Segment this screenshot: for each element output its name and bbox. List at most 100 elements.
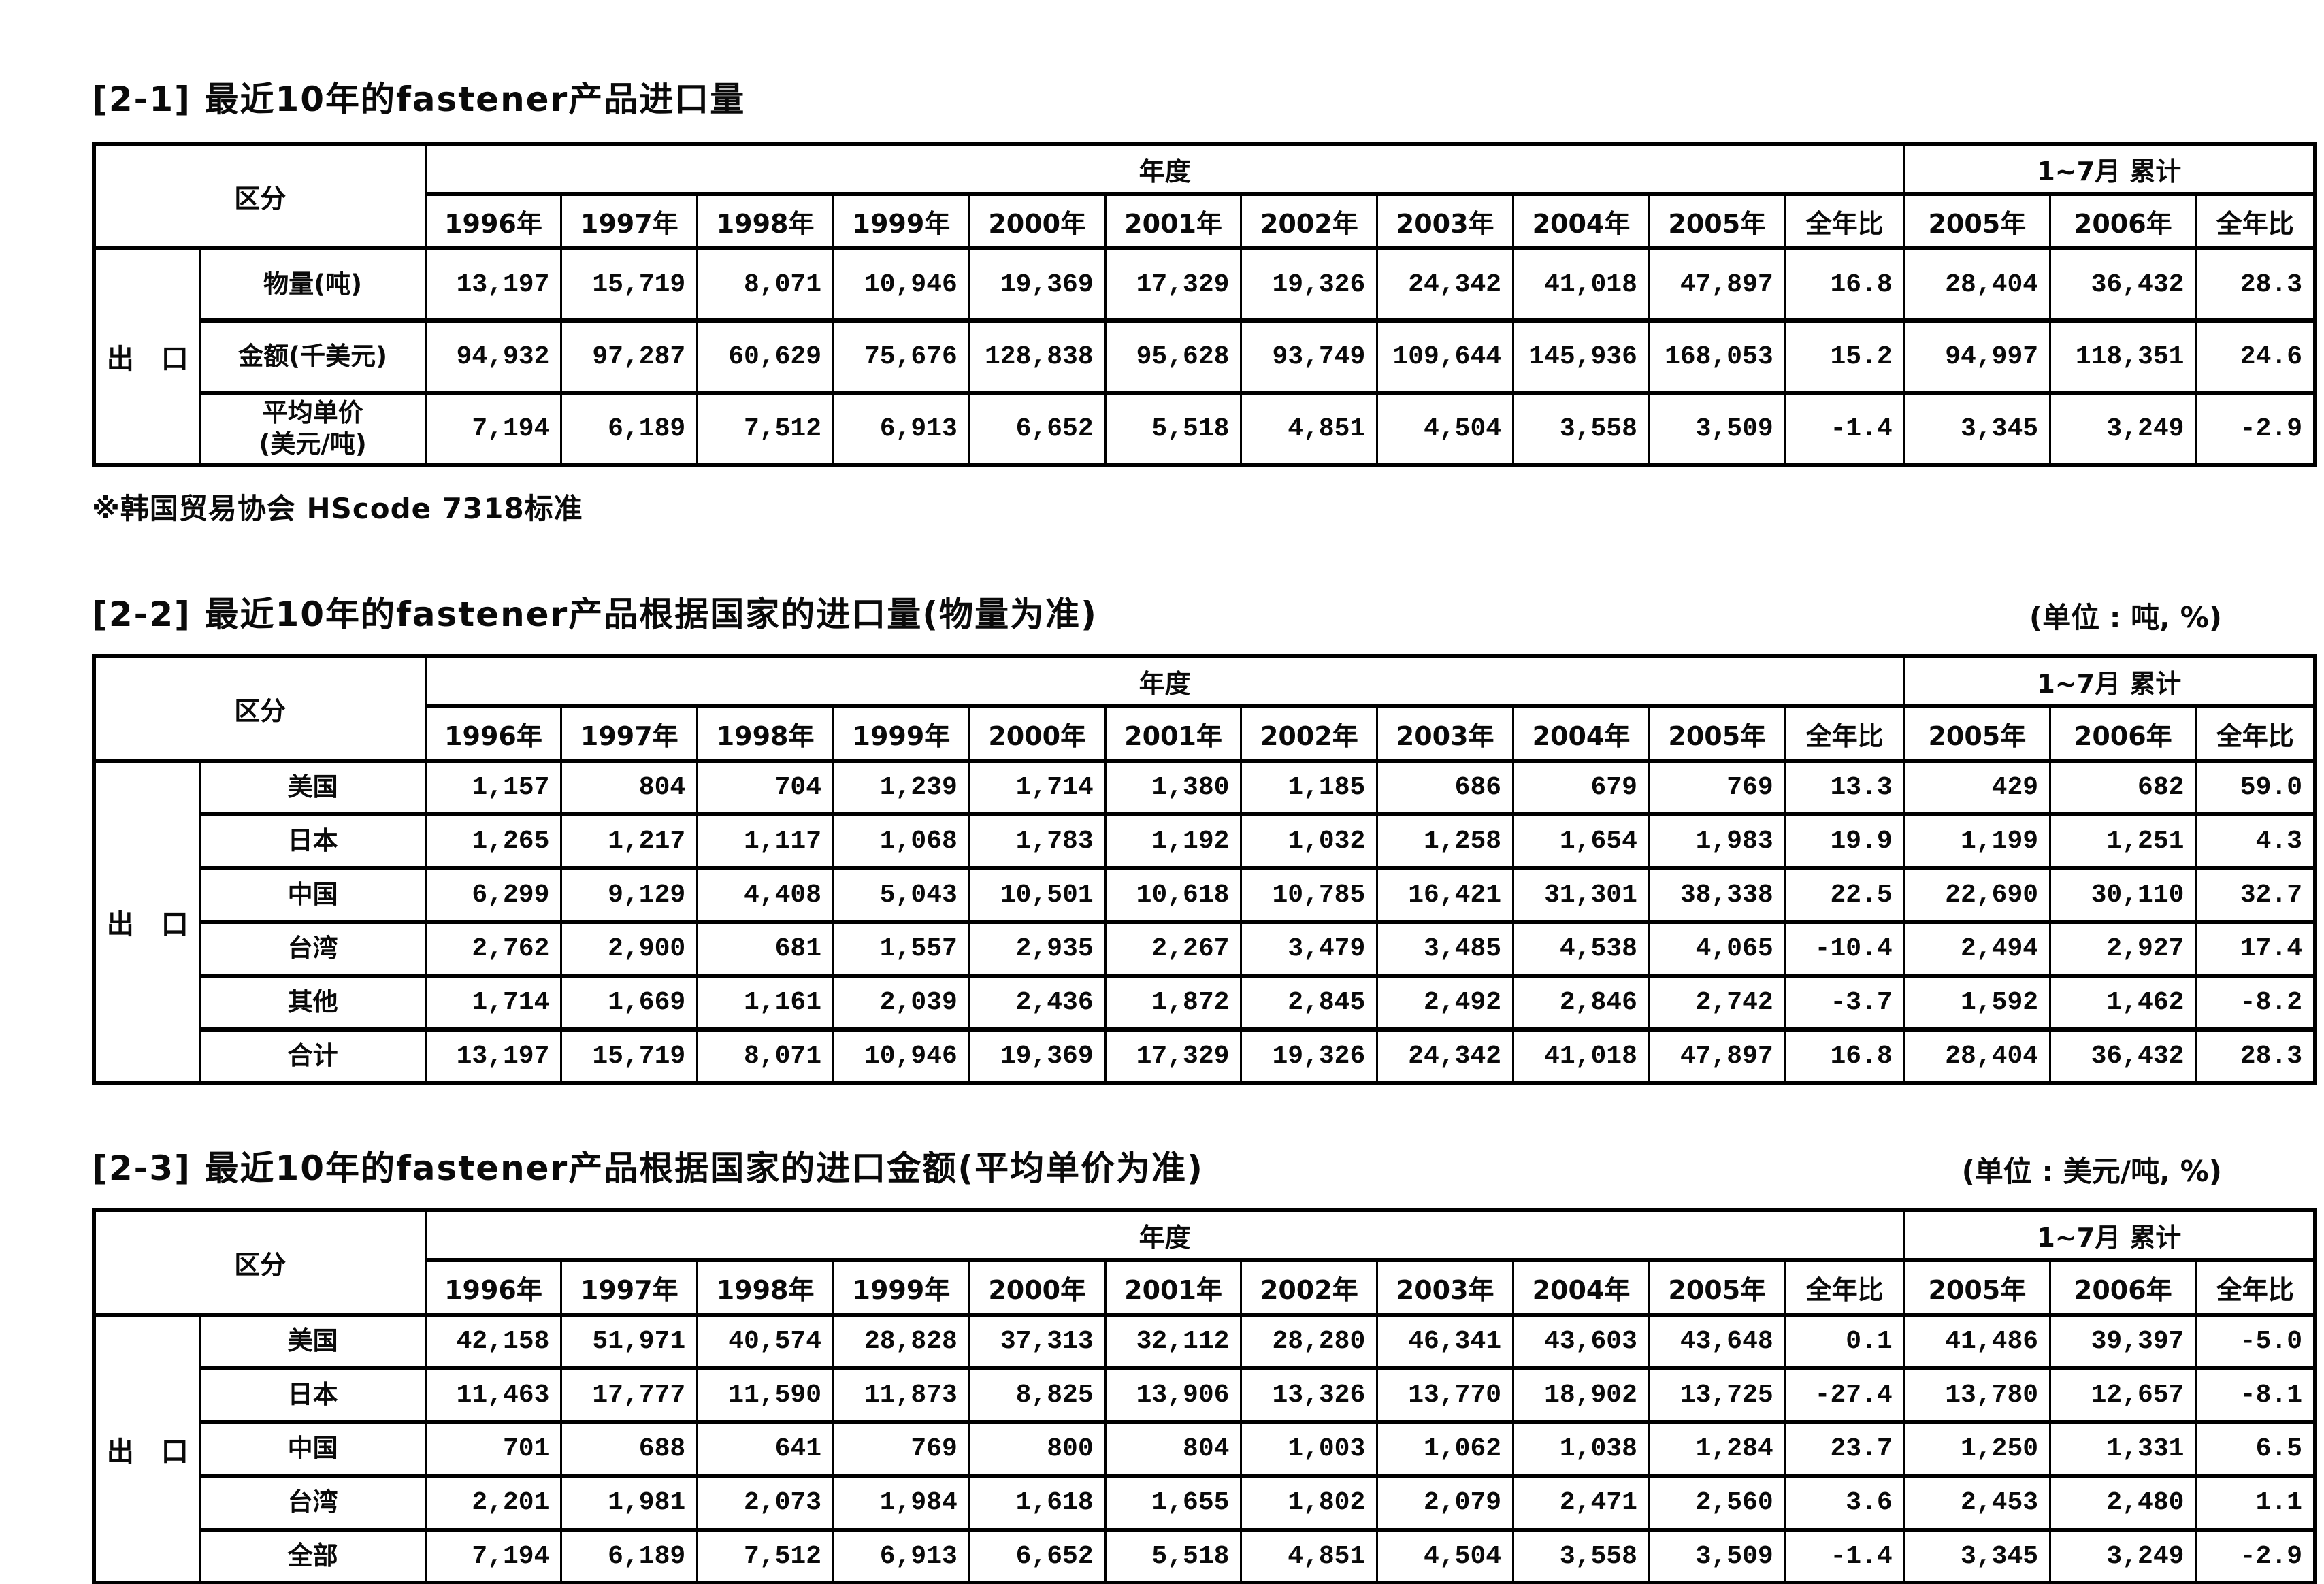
value-cell: 2,079 <box>1376 1474 1515 1532</box>
value-cell: 1,003 <box>1240 1420 1379 1478</box>
value-cell: 2,471 <box>1512 1474 1650 1532</box>
table-row: 平均单价 (美元/吨) 7,194 6,189 7,512 6,913 6,652 5,518… <box>94 391 2317 467</box>
value-cell: 2,846 <box>1512 974 1650 1032</box>
value-cell: 15,719 <box>560 246 699 323</box>
value-cell: 704 <box>696 759 835 816</box>
value-cell: 31,301 <box>1512 866 1650 924</box>
year-column-header: 1998年 <box>696 192 835 250</box>
value-cell: 28,828 <box>832 1313 970 1370</box>
value-cell: 4,408 <box>696 866 835 924</box>
row-label: 台湾 <box>199 920 427 978</box>
cumulative-group-header: 1~7月 累计 <box>1903 654 2317 708</box>
value-cell: 24.6 <box>2195 318 2317 395</box>
year-column-header: 1998年 <box>696 704 835 763</box>
table-2-2-title: [2-2] 最近10年的fastener产品根据国家的进口量(物量为准) <box>92 595 1098 634</box>
row-label-line: 合计 <box>287 1041 338 1071</box>
value-cell: 41,486 <box>1903 1313 2052 1370</box>
value-cell: 10,618 <box>1104 866 1243 924</box>
value-cell: 2,436 <box>968 974 1107 1032</box>
value-cell: 1,783 <box>968 812 1107 870</box>
value-cell: 17.4 <box>2195 920 2317 978</box>
value-cell: 5,043 <box>832 866 970 924</box>
value-cell: 16.8 <box>1784 246 1905 323</box>
value-cell: 39,397 <box>2049 1313 2197 1370</box>
year-column-header: 全年比 <box>1784 1258 1905 1317</box>
year-column-header: 1998年 <box>696 1258 835 1317</box>
table-2-3-unit-label: (单位 : 美元/吨, %) <box>1961 1155 2222 1188</box>
cumulative-group-header: 1~7月 累计 <box>1903 1208 2317 1262</box>
table-row: 中国 701 688 641 769 800 804 1,003 1,062 1,038 1,284… <box>94 1420 2317 1478</box>
value-cell: 1,654 <box>1512 812 1650 870</box>
value-cell: 12,657 <box>2049 1366 2197 1424</box>
value-cell: 10,946 <box>832 1027 970 1085</box>
value-cell: 3,345 <box>1903 1528 2052 1584</box>
table-row: 合计 13,197 15,719 8,071 10,946 19,369 17,329 19,… <box>94 1027 2317 1085</box>
value-cell: 769 <box>1648 759 1786 816</box>
row-label: 平均单价 (美元/吨) <box>199 391 427 467</box>
table-row: 台湾 2,762 2,900 681 1,557 2,935 2,267 3,479 3,485… <box>94 920 2317 978</box>
row-label: 日本 <box>199 812 427 870</box>
cumulative-column-header: 全年比 <box>2195 192 2317 250</box>
value-cell: 15.2 <box>1784 318 1905 395</box>
value-cell: 7,512 <box>696 1528 835 1584</box>
value-cell: 128,838 <box>968 318 1107 395</box>
year-group-header: 年度 <box>424 654 1905 708</box>
year-column-header: 2003年 <box>1376 1258 1515 1317</box>
cumulative-column-header: 2006年 <box>2049 704 2197 763</box>
value-cell: -1.4 <box>1784 391 1905 467</box>
value-cell: 41,018 <box>1512 1027 1650 1085</box>
value-cell: 95,628 <box>1104 318 1243 395</box>
value-cell: -8.2 <box>2195 974 2317 1032</box>
value-cell: 3.6 <box>1784 1474 1905 1532</box>
row-label-line: 物量(吨) <box>263 269 362 299</box>
year-column-header: 2002年 <box>1240 192 1379 250</box>
value-cell: 1,117 <box>696 812 835 870</box>
value-cell: -1.4 <box>1784 1528 1905 1584</box>
value-cell: 47,897 <box>1648 1027 1786 1085</box>
value-cell: 13,197 <box>424 1027 563 1085</box>
value-cell: 75,676 <box>832 318 970 395</box>
value-cell: 6.5 <box>2195 1420 2317 1478</box>
value-cell: 4,065 <box>1648 920 1786 978</box>
value-cell: 2,935 <box>968 920 1107 978</box>
value-cell: 679 <box>1512 759 1650 816</box>
value-cell: 429 <box>1903 759 2052 816</box>
year-column-header: 1996年 <box>424 704 563 763</box>
value-cell: 1,557 <box>832 920 970 978</box>
value-cell: 46,341 <box>1376 1313 1515 1370</box>
value-cell: 97,287 <box>560 318 699 395</box>
value-cell: 1,251 <box>2049 812 2197 870</box>
cumulative-group-header: 1~7月 累计 <box>1903 142 2317 196</box>
value-cell: 2,267 <box>1104 920 1243 978</box>
header-group-row: 区分 年度 1~7月 累计 <box>93 142 2317 250</box>
value-cell: 641 <box>696 1420 835 1478</box>
year-column-header: 2004年 <box>1512 704 1650 763</box>
value-cell: 1,062 <box>1376 1420 1515 1478</box>
column-header-row: 1996年 1997年 1998年 1999年 2000年 2001年 2002年 2003年… <box>94 192 2317 250</box>
value-cell: 28.3 <box>2195 246 2317 323</box>
import-volume-by-country-table: 区分 年度 1~7月 累计 1996年 1997年 1998年 1999年 2000年 2001… <box>92 654 2317 1085</box>
cumulative-column-header: 全年比 <box>2195 1258 2317 1317</box>
value-cell: 1,284 <box>1648 1420 1786 1478</box>
table-row: 出 口 美国 42,158 51,971 40,574 28,828 37,313 32,11… <box>93 1313 2317 1584</box>
import-volume-table: 区分 年度 1~7月 累计 1996年 1997年 1998年 1999年 2000年 2001… <box>92 142 2317 467</box>
value-cell: 16,421 <box>1376 866 1515 924</box>
value-cell: 1,217 <box>560 812 699 870</box>
header-group-row: 区分 年度 1~7月 累计 <box>93 654 2317 763</box>
value-cell: 3,509 <box>1648 1528 1786 1584</box>
value-cell: 804 <box>1104 1420 1243 1478</box>
row-label-line: 美国 <box>287 772 338 802</box>
value-cell: 13,725 <box>1648 1366 1786 1424</box>
value-cell: 28,404 <box>1903 246 2052 323</box>
value-cell: 13,906 <box>1104 1366 1243 1424</box>
header-group-row: 区分 年度 1~7月 累计 <box>93 1208 2317 1317</box>
column-header-row: 1996年 1997年 1998年 1999年 2000年 2001年 2002年 2003年… <box>94 704 2317 763</box>
year-column-header: 2004年 <box>1512 192 1650 250</box>
value-cell: 7,512 <box>696 391 835 467</box>
value-cell: 19,326 <box>1240 1027 1379 1085</box>
value-cell: 60,629 <box>696 318 835 395</box>
row-label-line: 全部 <box>287 1541 338 1571</box>
row-label: 台湾 <box>199 1474 427 1532</box>
year-group-header: 年度 <box>424 142 1905 196</box>
value-cell: 13,197 <box>424 246 563 323</box>
